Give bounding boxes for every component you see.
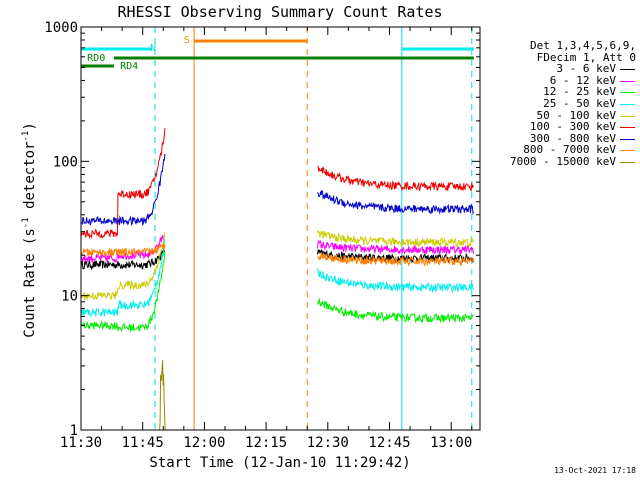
series-4-line bbox=[80, 232, 166, 301]
legend-entry: 12 - 25 keV bbox=[480, 86, 636, 98]
x-axis: 11:30 11:45 12:00 12:15 12:30 12:45 13:00 bbox=[60, 27, 472, 451]
series-2-line-after bbox=[317, 297, 474, 324]
N-flag-label: N bbox=[150, 43, 156, 54]
y-tick-label: 1000 bbox=[44, 20, 78, 36]
series-4-line-after bbox=[317, 229, 475, 248]
legend-header-line-1: Det 1,3,4,5,6,9, bbox=[530, 39, 636, 52]
legend-entry: 3 - 6 keV bbox=[480, 63, 636, 75]
legend-entry: 300 - 800 keV bbox=[480, 133, 636, 145]
series-3-line bbox=[80, 239, 166, 318]
legend-swatch bbox=[620, 80, 635, 82]
series-3-line-after bbox=[317, 268, 475, 294]
x-tick-label: 13:00 bbox=[430, 435, 472, 451]
legend-entry: 6 - 12 keV bbox=[480, 75, 636, 87]
legend-header-line-2: FDecim 1, Att 0 bbox=[536, 50, 636, 64]
legend-label: 50 - 100 keV bbox=[536, 108, 616, 122]
legend-label: 12 - 25 keV bbox=[543, 85, 616, 99]
legend-label: 800 - 7000 keV bbox=[523, 143, 616, 157]
legend-swatch bbox=[620, 150, 635, 152]
legend-label: 25 - 50 keV bbox=[543, 96, 616, 110]
legend-label: 300 - 800 keV bbox=[529, 131, 616, 145]
x-tick-label: 12:00 bbox=[183, 435, 225, 451]
y-tick-label: 100 bbox=[53, 154, 78, 170]
legend-entry: 800 - 7000 keV bbox=[480, 144, 636, 156]
y-tick-label: 10 bbox=[61, 289, 78, 305]
x-tick-label: 12:45 bbox=[368, 435, 410, 451]
plot-frame bbox=[80, 26, 481, 431]
legend-entry: 50 - 100 keV bbox=[480, 108, 636, 122]
series-5-line bbox=[80, 128, 166, 239]
x-tick-label: 11:30 bbox=[60, 435, 102, 451]
generation-timestamp: 13-Oct-2021 17:18 bbox=[554, 466, 636, 475]
legend-swatch bbox=[620, 69, 635, 71]
legend-swatch bbox=[620, 92, 635, 94]
chart-title: RHESSI Observing Summary Count Rates bbox=[117, 3, 442, 21]
series-6-line bbox=[80, 154, 166, 227]
x-axis-label: Start Time (12-Jan-10 11:29:42) bbox=[149, 455, 410, 471]
legend-swatch bbox=[620, 138, 635, 140]
series-5-line-after bbox=[317, 165, 475, 192]
legend-label: 3 - 6 keV bbox=[556, 62, 616, 76]
series-7-line-after bbox=[317, 252, 475, 268]
x-tick-label: 12:30 bbox=[307, 435, 349, 451]
RD4-flag-label: RD4 bbox=[120, 61, 138, 72]
legend-entry: 7000 - 15000 keV bbox=[480, 156, 636, 168]
series-8-line bbox=[159, 360, 166, 431]
legend-swatch bbox=[620, 127, 635, 129]
series-7-line bbox=[80, 242, 166, 258]
S-flag-label: S bbox=[184, 35, 190, 46]
legend-swatch bbox=[620, 115, 635, 117]
legend-entry: 25 - 50 keV bbox=[480, 98, 636, 110]
x-tick-label: 12:15 bbox=[245, 435, 287, 451]
series-1-line-after bbox=[317, 239, 475, 255]
RD0-flag-label: RD0 bbox=[87, 53, 105, 64]
y-axis: 1 10 100 1000 bbox=[44, 20, 480, 439]
legend-label: 6 - 12 keV bbox=[549, 73, 616, 87]
x-tick-label: 11:45 bbox=[122, 435, 164, 451]
series-6-line-after bbox=[317, 189, 475, 215]
legend-entry: 100 - 300 keV bbox=[480, 121, 636, 133]
legend: Det 1,3,4,5,6,9, FDecim 1, Att 0 3 - 6 k… bbox=[480, 40, 636, 168]
y-axis-label: Count Rate (s-1 detector-1) bbox=[21, 122, 38, 338]
legend-swatch bbox=[620, 103, 635, 105]
series-2-line bbox=[80, 251, 166, 332]
legend-label: 7000 - 15000 keV bbox=[510, 154, 616, 168]
y-tick-label: 1 bbox=[70, 423, 78, 439]
legend-swatch bbox=[620, 161, 635, 163]
plot-area: N S RD0 RD4 bbox=[80, 27, 475, 431]
series-0-line bbox=[80, 248, 166, 271]
legend-label: 100 - 300 keV bbox=[529, 120, 616, 134]
